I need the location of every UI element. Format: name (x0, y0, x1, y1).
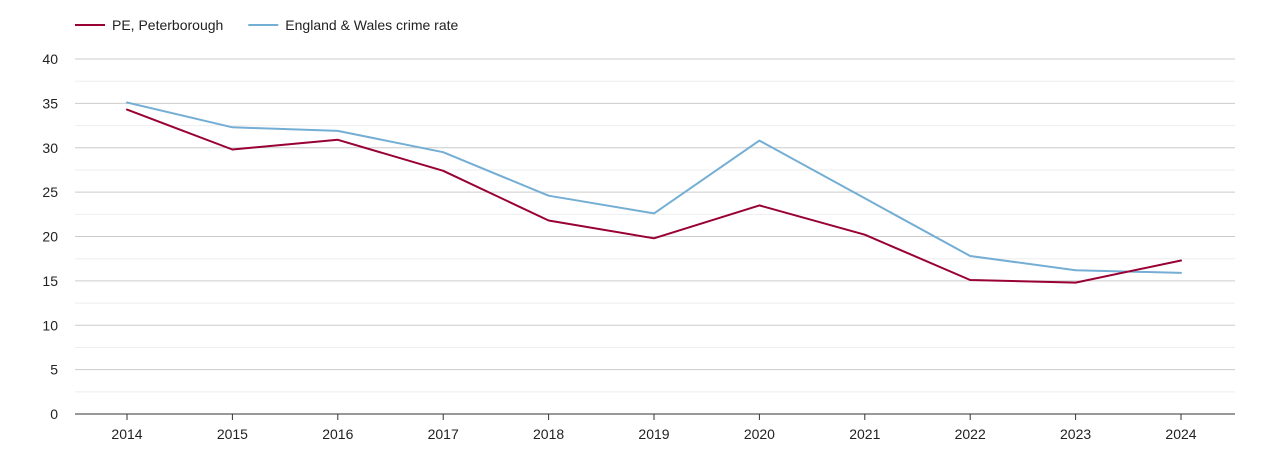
x-tick-label: 2019 (638, 426, 669, 442)
axes: 0 5 10 15 20 25 30 35 40 2014 2015 2016 2017 2018 2019… (42, 51, 1235, 442)
x-tick-label: 2018 (533, 426, 564, 442)
y-tick-label: 25 (42, 184, 58, 200)
series-line-0 (126, 108, 1182, 284)
x-tick-label: 2023 (1060, 426, 1091, 442)
legend: PE, Peterborough England & Wales crime ra… (75, 17, 459, 33)
y-tick-label: 5 (50, 362, 58, 378)
x-tick-label: 2016 (322, 426, 353, 442)
y-tick-label: 10 (42, 317, 58, 333)
legend-label: PE, Peterborough (112, 17, 223, 33)
x-tick-label: 2021 (849, 426, 880, 442)
grid-lines (75, 58, 1235, 393)
y-tick-label: 20 (42, 229, 58, 245)
legend-label: England & Wales crime rate (285, 17, 458, 33)
y-tick-label: 35 (42, 95, 58, 111)
x-tick-label: 2014 (111, 426, 142, 442)
y-tick-label: 40 (42, 51, 58, 67)
y-tick-label: 0 (50, 406, 58, 422)
y-tick-label: 30 (42, 140, 58, 156)
y-tick-label: 15 (42, 273, 58, 289)
x-tick-label: 2015 (217, 426, 248, 442)
x-tick-label: 2024 (1165, 426, 1196, 442)
x-tick-label: 2017 (428, 426, 459, 442)
series-line-1 (126, 101, 1182, 274)
x-tick-label: 2022 (955, 426, 986, 442)
x-tick-label: 2020 (744, 426, 775, 442)
series-lines (126, 101, 1182, 284)
